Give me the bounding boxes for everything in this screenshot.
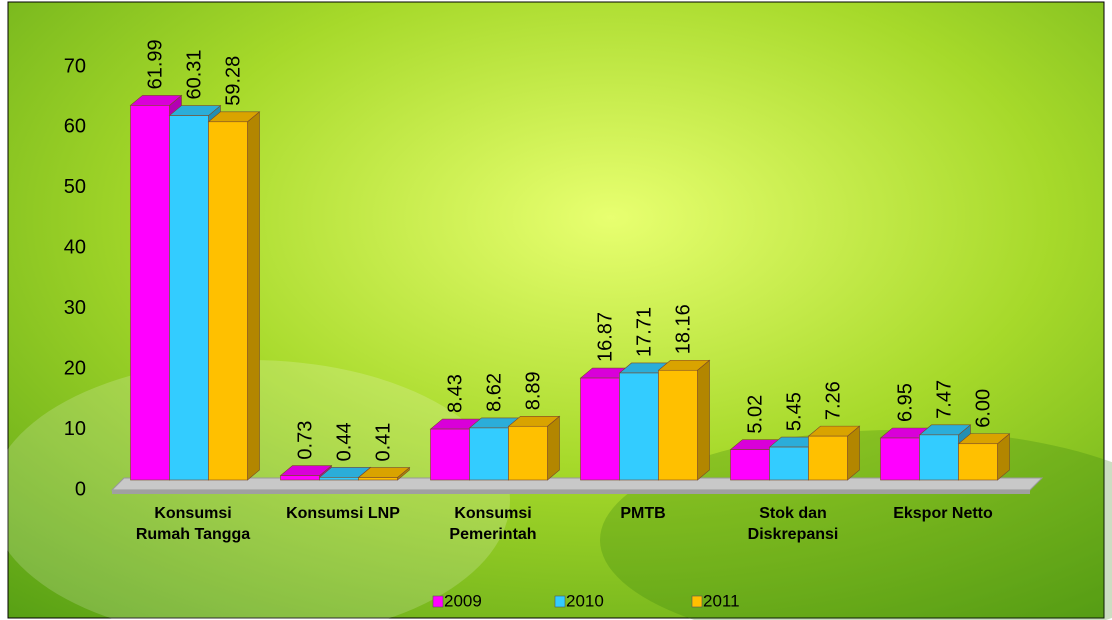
x-tick-label: Ekspor Netto — [893, 505, 993, 522]
value-label: 8.62 — [483, 373, 505, 412]
bar-front — [919, 434, 959, 481]
x-tick-label: Konsumsi Rumah Tangga — [135, 505, 251, 543]
legend-label: 2010 — [566, 591, 604, 610]
bar-front — [469, 427, 509, 481]
bar-front — [508, 425, 548, 481]
y-tick-label: 30 — [64, 297, 86, 319]
value-label: 5.45 — [783, 392, 805, 431]
legend-label: 2011 — [703, 591, 740, 610]
y-tick-label: 40 — [64, 237, 86, 259]
bar-front — [169, 115, 209, 481]
bar-front — [958, 443, 998, 481]
x-tick-label: Konsumsi Pemerintah — [449, 505, 537, 543]
value-label: 18.16 — [672, 304, 694, 354]
bar-side — [697, 359, 710, 481]
bar-front — [319, 477, 359, 481]
value-label: 61.99 — [144, 39, 166, 89]
y-tick-label: 10 — [64, 418, 86, 440]
value-label: 0.44 — [333, 422, 355, 461]
bar — [507, 415, 561, 481]
bar — [207, 111, 261, 481]
bar-front — [658, 369, 698, 481]
bar-front — [730, 449, 770, 481]
value-label: 5.02 — [744, 395, 766, 434]
value-label: 8.89 — [522, 371, 544, 410]
bar-front — [208, 121, 248, 481]
y-tick-label: 50 — [64, 176, 86, 198]
legend-swatch — [554, 595, 566, 608]
bar-front — [130, 105, 170, 481]
bar-side — [547, 415, 560, 481]
bar-front — [580, 377, 620, 481]
bar-front — [619, 372, 659, 481]
bar — [357, 466, 411, 481]
legend-swatch — [432, 595, 444, 608]
value-label: 0.41 — [372, 423, 394, 462]
legend-swatch — [691, 595, 703, 608]
bar — [807, 425, 861, 481]
value-label: 0.73 — [294, 421, 316, 460]
bar-front — [769, 446, 809, 481]
value-label: 59.28 — [222, 56, 244, 106]
x-tick-label: Konsumsi LNP — [286, 505, 400, 522]
value-label: 8.43 — [444, 374, 466, 413]
y-tick-label: 60 — [64, 116, 86, 138]
value-label: 6.00 — [972, 389, 994, 428]
y-tick-label: 0 — [75, 478, 86, 500]
value-label: 7.47 — [933, 380, 955, 419]
value-label: 16.87 — [594, 312, 616, 362]
value-label: 7.26 — [822, 381, 844, 420]
y-tick-label: 20 — [64, 357, 86, 379]
legend-label: 2009 — [444, 591, 482, 610]
bar — [957, 433, 1011, 481]
y-tick-label: 70 — [64, 55, 86, 77]
bar-side — [247, 111, 260, 481]
value-label: 60.31 — [183, 49, 205, 99]
bar-front — [880, 437, 920, 481]
value-label: 17.71 — [633, 307, 655, 357]
bar-front — [808, 435, 848, 481]
bar-front — [358, 477, 398, 481]
bar-front — [430, 428, 470, 481]
floor-edge — [112, 490, 1030, 494]
x-tick-label: PMTB — [620, 505, 666, 522]
bar — [657, 359, 711, 481]
value-label: 6.95 — [894, 383, 916, 422]
x-tick-label: Stok dan Diskrepansi — [747, 505, 839, 543]
bar-front — [280, 475, 320, 481]
